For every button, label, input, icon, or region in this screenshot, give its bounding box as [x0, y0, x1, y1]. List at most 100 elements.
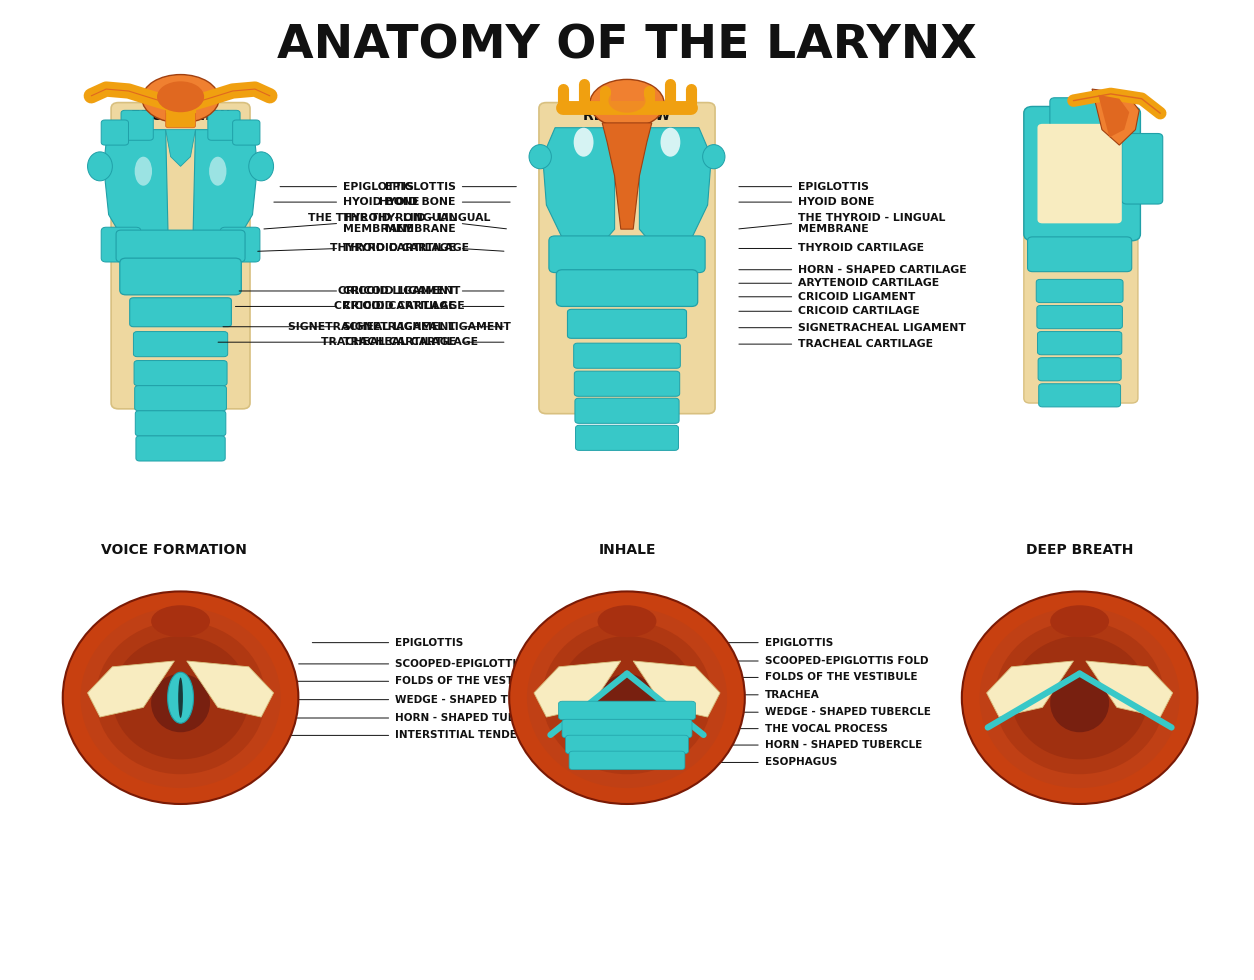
Text: SIDE VIEW: SIDE VIEW	[1038, 109, 1121, 123]
Ellipse shape	[1050, 606, 1109, 637]
FancyBboxPatch shape	[102, 227, 140, 262]
FancyBboxPatch shape	[573, 343, 681, 368]
Ellipse shape	[112, 636, 248, 760]
Text: VOICE FORMATION: VOICE FORMATION	[102, 543, 247, 557]
Polygon shape	[534, 661, 621, 717]
Ellipse shape	[168, 672, 193, 723]
Ellipse shape	[542, 621, 712, 774]
Ellipse shape	[527, 608, 727, 788]
Ellipse shape	[142, 74, 219, 122]
FancyBboxPatch shape	[208, 111, 240, 140]
Polygon shape	[543, 127, 614, 244]
Text: HYOID BONE: HYOID BONE	[344, 197, 419, 207]
FancyBboxPatch shape	[1037, 123, 1122, 223]
FancyBboxPatch shape	[102, 120, 128, 145]
Ellipse shape	[509, 592, 745, 804]
Text: THE THYROID - LINGUAL
MEMBRANE: THE THYROID - LINGUAL MEMBRANE	[798, 213, 946, 234]
Text: ARYTENOID CARTILAGE: ARYTENOID CARTILAGE	[798, 278, 939, 288]
FancyBboxPatch shape	[574, 371, 680, 396]
Polygon shape	[987, 661, 1073, 717]
Text: REAR VIEW: REAR VIEW	[583, 109, 671, 123]
FancyBboxPatch shape	[120, 258, 241, 295]
Ellipse shape	[209, 157, 227, 185]
FancyBboxPatch shape	[1023, 107, 1140, 241]
Ellipse shape	[157, 81, 204, 113]
Text: CRICOID CARTILAGE: CRICOID CARTILAGE	[798, 307, 919, 317]
Text: HORN - SHAPED TUBERCLE: HORN - SHAPED TUBERCLE	[395, 713, 552, 723]
Text: FOLDS OF THE VESTIBULE: FOLDS OF THE VESTIBULE	[395, 676, 548, 686]
Text: TRACHEAL CARTILAGE: TRACHEAL CARTILAGE	[321, 337, 456, 347]
Ellipse shape	[1011, 636, 1147, 760]
FancyBboxPatch shape	[569, 751, 685, 769]
Ellipse shape	[80, 608, 281, 788]
Polygon shape	[1086, 661, 1172, 717]
Polygon shape	[193, 129, 257, 242]
Polygon shape	[166, 129, 196, 167]
Text: DEEP BREATH: DEEP BREATH	[1026, 543, 1134, 557]
Ellipse shape	[134, 157, 152, 185]
Ellipse shape	[559, 636, 695, 760]
Text: CRICOID CARTILAGE: CRICOID CARTILAGE	[344, 302, 465, 312]
Text: THE VOCAL PROCESS: THE VOCAL PROCESS	[765, 723, 888, 734]
Text: TRACHEA: TRACHEA	[765, 690, 819, 700]
Text: HORN - SHAPED CARTILAGE: HORN - SHAPED CARTILAGE	[798, 265, 967, 274]
FancyBboxPatch shape	[117, 230, 245, 262]
FancyBboxPatch shape	[557, 270, 697, 307]
Text: HYOID BONE: HYOID BONE	[380, 197, 456, 207]
Text: TRACHEAL CARTILAGE: TRACHEAL CARTILAGE	[344, 337, 478, 347]
FancyBboxPatch shape	[1037, 331, 1122, 355]
FancyBboxPatch shape	[1038, 384, 1121, 407]
Ellipse shape	[702, 145, 725, 169]
FancyBboxPatch shape	[129, 298, 232, 326]
Text: EPIGLOTTIS: EPIGLOTTIS	[395, 638, 463, 648]
Ellipse shape	[152, 674, 209, 732]
Ellipse shape	[979, 608, 1180, 788]
Text: EPIGLOTTIS: EPIGLOTTIS	[344, 181, 414, 192]
Polygon shape	[187, 661, 273, 717]
Text: FRONT VIEW: FRONT VIEW	[132, 109, 229, 123]
Text: ESOPHAGUS: ESOPHAGUS	[765, 758, 836, 767]
Polygon shape	[640, 127, 711, 244]
FancyBboxPatch shape	[574, 398, 680, 423]
Ellipse shape	[589, 79, 665, 127]
Text: EPIGLOTTIS: EPIGLOTTIS	[798, 181, 869, 192]
Text: CRICOID LIGAMENT: CRICOID LIGAMENT	[344, 286, 460, 296]
Text: THE THYROID - LINGUAL
MEMBRANE: THE THYROID - LINGUAL MEMBRANE	[308, 213, 456, 234]
Text: HORN - SHAPED TUBERCLE: HORN - SHAPED TUBERCLE	[765, 740, 922, 750]
Text: SIGNETRACHEAL LIGAMENT: SIGNETRACHEAL LIGAMENT	[344, 321, 510, 331]
Text: WEDGE - SHAPED TUBERCLE: WEDGE - SHAPED TUBERCLE	[765, 708, 930, 717]
Polygon shape	[88, 661, 174, 717]
Polygon shape	[633, 661, 720, 717]
Text: SCOOPED-EPIGLOTTIS FOLD: SCOOPED-EPIGLOTTIS FOLD	[765, 656, 928, 666]
FancyBboxPatch shape	[233, 120, 260, 145]
FancyBboxPatch shape	[221, 227, 260, 262]
Ellipse shape	[661, 127, 681, 157]
FancyBboxPatch shape	[122, 111, 153, 140]
Ellipse shape	[1050, 674, 1109, 732]
Ellipse shape	[529, 145, 552, 169]
FancyBboxPatch shape	[576, 425, 678, 451]
FancyBboxPatch shape	[166, 97, 196, 127]
FancyBboxPatch shape	[133, 331, 228, 357]
Ellipse shape	[573, 127, 593, 157]
FancyBboxPatch shape	[1037, 306, 1122, 328]
Text: CRICOID LIGAMENT: CRICOID LIGAMENT	[798, 292, 915, 302]
FancyBboxPatch shape	[135, 436, 226, 461]
Polygon shape	[1092, 89, 1139, 145]
FancyBboxPatch shape	[1027, 237, 1131, 271]
FancyBboxPatch shape	[568, 310, 686, 338]
Ellipse shape	[95, 621, 266, 774]
Text: THYROID CARTILAGE: THYROID CARTILAGE	[330, 243, 456, 254]
FancyBboxPatch shape	[539, 103, 715, 414]
Text: FOLDS OF THE VESTIBULE: FOLDS OF THE VESTIBULE	[765, 672, 917, 682]
Text: SIGNETRACHEAL LIGAMENT: SIGNETRACHEAL LIGAMENT	[798, 322, 966, 332]
Text: EPIGLOTTIS: EPIGLOTTIS	[385, 181, 456, 192]
Text: WEDGE - SHAPED TUBERCLE: WEDGE - SHAPED TUBERCLE	[395, 695, 561, 705]
Text: THYROID CARTILAGE: THYROID CARTILAGE	[798, 243, 924, 254]
Text: THYROID CARTILAGE: THYROID CARTILAGE	[344, 243, 469, 254]
Ellipse shape	[994, 621, 1165, 774]
Polygon shape	[602, 122, 652, 229]
Ellipse shape	[598, 606, 656, 637]
Text: SIGNETRACHEAL LIGAMENT: SIGNETRACHEAL LIGAMENT	[288, 321, 456, 331]
Text: SCOOPED-EPIGLOTTIS FOLD: SCOOPED-EPIGLOTTIS FOLD	[395, 659, 558, 669]
